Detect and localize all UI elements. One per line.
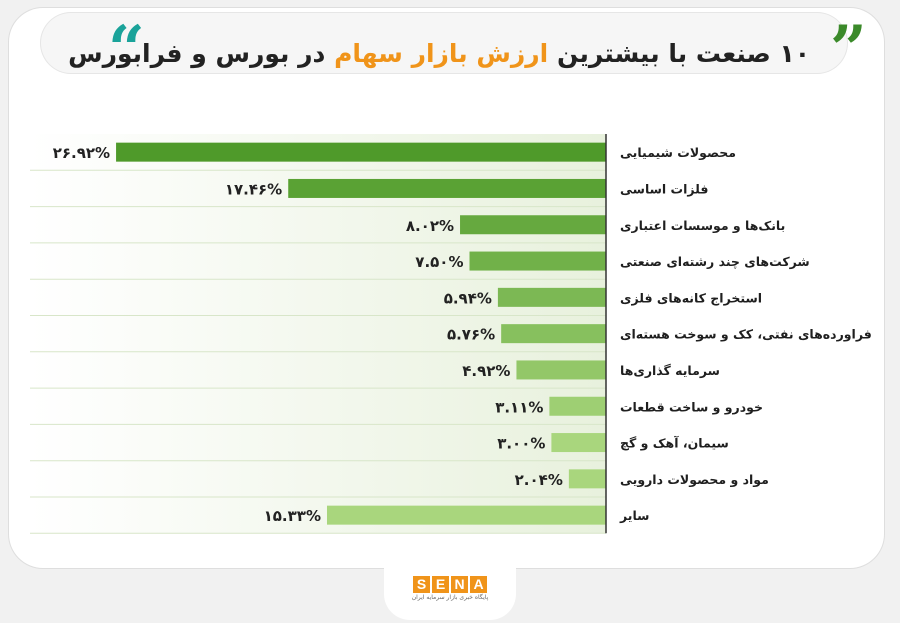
title-part2: در بورس و فرابورس xyxy=(68,39,326,68)
bar xyxy=(469,251,606,271)
chart-bars xyxy=(116,142,606,525)
logo-letter: S xyxy=(413,576,430,593)
title-highlight: ارزش بازار سهام xyxy=(334,39,549,68)
chart-labels: ۲۶.۹۲% محصولات شیمیایی ۱۷.۴۶% فلزات اساسی ۸.… xyxy=(53,144,872,525)
category-label: سیمان، آهک و گچ xyxy=(620,436,729,451)
data-label: ۵.۷۶% xyxy=(447,326,495,344)
category-label: محصولات شیمیایی xyxy=(620,145,736,160)
data-label: ۸.۰۲% xyxy=(406,217,454,235)
category-label: مواد و محصولات دارویی xyxy=(620,472,769,487)
data-label: ۲.۰۴% xyxy=(515,471,563,489)
chart-title: ۱۰ صنعت با بیشترین ارزش بازار سهام در بو… xyxy=(68,34,810,74)
close-quote-icon: ” xyxy=(830,12,867,87)
bar xyxy=(549,396,606,416)
bar xyxy=(551,433,606,453)
logo-letter: A xyxy=(470,576,487,593)
bar xyxy=(568,469,606,489)
chart-rows xyxy=(30,169,606,534)
category-label: شرکت‌های چند رشته‌ای صنعتی xyxy=(620,254,810,269)
category-label: بانک‌ها و موسسات اعتباری xyxy=(620,218,785,233)
data-label: ۵.۹۴% xyxy=(444,289,492,307)
data-label: ۳.۰۰% xyxy=(497,435,545,453)
footer-tab xyxy=(384,560,516,620)
bar xyxy=(288,178,606,198)
logo-letter: E xyxy=(432,576,449,593)
bar xyxy=(326,505,606,525)
category-label: سرمایه گذاری‌ها xyxy=(620,363,720,378)
bar xyxy=(516,360,606,380)
data-label: ۳.۱۱% xyxy=(495,398,543,416)
data-label: ۲۶.۹۲% xyxy=(53,144,110,162)
bar xyxy=(460,215,606,235)
bar xyxy=(497,287,606,307)
logo-letter: N xyxy=(451,576,468,593)
category-label: سایر xyxy=(619,508,649,523)
logo-subtitle: پایگاه خبری بازار سرمایه ایران xyxy=(411,594,489,601)
data-label: ۱۷.۴۶% xyxy=(225,180,282,198)
bar xyxy=(116,142,606,162)
title-banner: “ ۱۰ صنعت با بیشترین ارزش بازار سهام در … xyxy=(40,12,867,82)
category-label: خودرو و ساخت قطعات xyxy=(620,399,763,414)
bar xyxy=(501,324,606,344)
open-quote-icon: “ xyxy=(108,12,145,87)
category-label: فلزات اساسی xyxy=(620,181,708,196)
title-part1: ۱۰ صنعت با بیشترین xyxy=(556,39,810,68)
category-label: استخراج کانه‌های فلزی xyxy=(620,290,762,305)
data-label: ۷.۵۰% xyxy=(415,253,463,271)
category-label: فراورده‌های نفتی، کک و سوخت هسته‌ای xyxy=(620,327,872,342)
data-label: ۱۵.۳۳% xyxy=(264,507,321,525)
data-label: ۴.۹۲% xyxy=(462,362,510,380)
